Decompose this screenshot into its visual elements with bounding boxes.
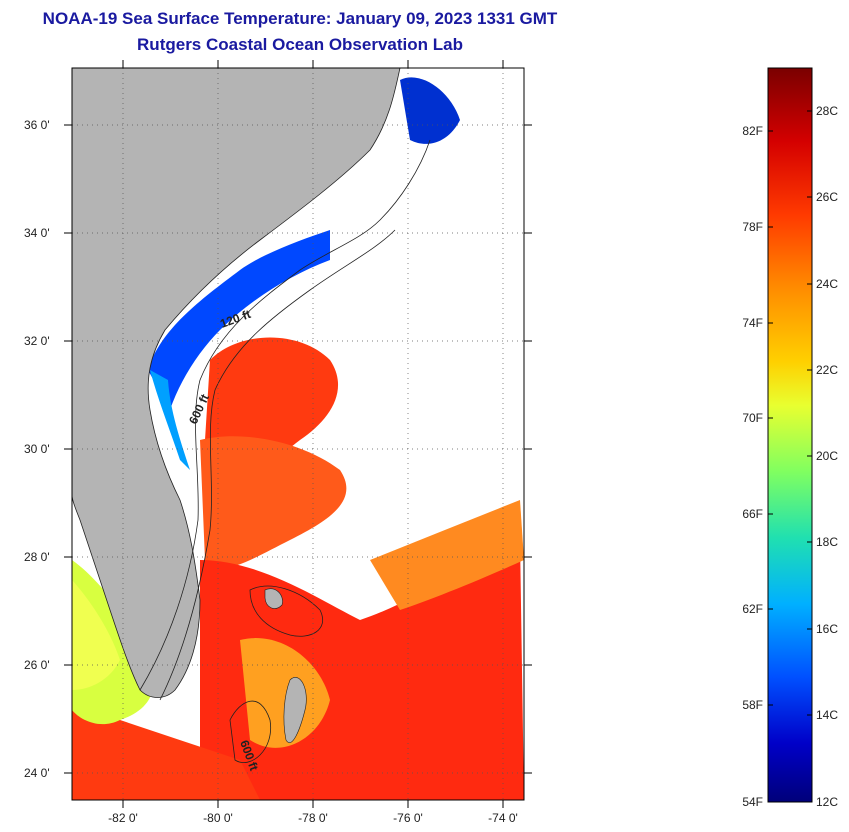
colorbar-c-label: 20C <box>816 449 838 463</box>
lat-tick-label: 26 0' <box>24 658 50 672</box>
contour-600ft <box>159 229 396 701</box>
land-mass <box>72 68 401 698</box>
contour-bahamas <box>229 700 272 763</box>
cold-nearshore-water <box>148 230 330 410</box>
lon-tick-label: -76 0' <box>393 811 423 825</box>
lat-tick-label: 36 0' <box>24 118 50 132</box>
lat-tick-label: 24 0' <box>24 766 50 780</box>
cold-outer-banks-water <box>400 77 460 144</box>
grand-bahama-island <box>264 588 283 609</box>
colorbar-f-label: 78F <box>742 220 763 234</box>
lat-tick-label: 28 0' <box>24 550 50 564</box>
florida-straits-water <box>72 703 260 800</box>
contour-120ft <box>139 139 431 691</box>
colorbar-c-label: 14C <box>816 708 838 722</box>
graticule <box>72 68 524 800</box>
lon-tick-label: -82 0' <box>108 811 138 825</box>
warm-water-patch <box>200 436 347 569</box>
lat-tick-label: 32 0' <box>24 334 50 348</box>
bahamas-bank-water <box>240 638 330 748</box>
offshore-orange-patch <box>370 500 524 610</box>
lon-tick-label: -78 0' <box>298 811 328 825</box>
colorbar-c-label: 26C <box>816 190 838 204</box>
colorbar-f-label: 82F <box>742 124 763 138</box>
colorbar-gradient <box>767 67 813 803</box>
colorbar-c-label: 12C <box>816 795 838 809</box>
lon-tick-label: -74 0' <box>488 811 518 825</box>
colorbar-f-label: 62F <box>742 602 763 616</box>
lat-tick-label: 34 0' <box>24 226 50 240</box>
map-frame <box>71 67 525 801</box>
map-subtitle: Rutgers Coastal Ocean Observation Lab <box>137 35 463 54</box>
sst-map: 120 ft 600 ft 600 ft -82 0' -80 <box>24 60 532 825</box>
lon-tick-label: -80 0' <box>203 811 233 825</box>
map-title: NOAA-19 Sea Surface Temperature: January… <box>42 9 558 28</box>
colorbar-f-label: 74F <box>742 316 763 330</box>
lat-tick-label: 30 0' <box>24 442 50 456</box>
axis-ticks <box>64 60 532 808</box>
colorbar-c-label: 28C <box>816 104 838 118</box>
contour-little-bahama-bank <box>249 585 323 637</box>
colorbar-f-label: 70F <box>742 411 763 425</box>
colorbar-ticks <box>768 110 812 716</box>
colorbar-c-label: 24C <box>816 277 838 291</box>
colorbar-c-label: 22C <box>816 363 838 377</box>
colorbar-f-label: 54F <box>742 795 763 809</box>
colorbar-f-label: 58F <box>742 698 763 712</box>
colorbar-f-label: 66F <box>742 507 763 521</box>
andros-island <box>283 677 307 743</box>
colorbar-c-label: 18C <box>816 535 838 549</box>
gulf-shelf-water <box>72 580 120 690</box>
nearshore-transition <box>150 370 190 470</box>
colorbar-c-label: 16C <box>816 622 838 636</box>
